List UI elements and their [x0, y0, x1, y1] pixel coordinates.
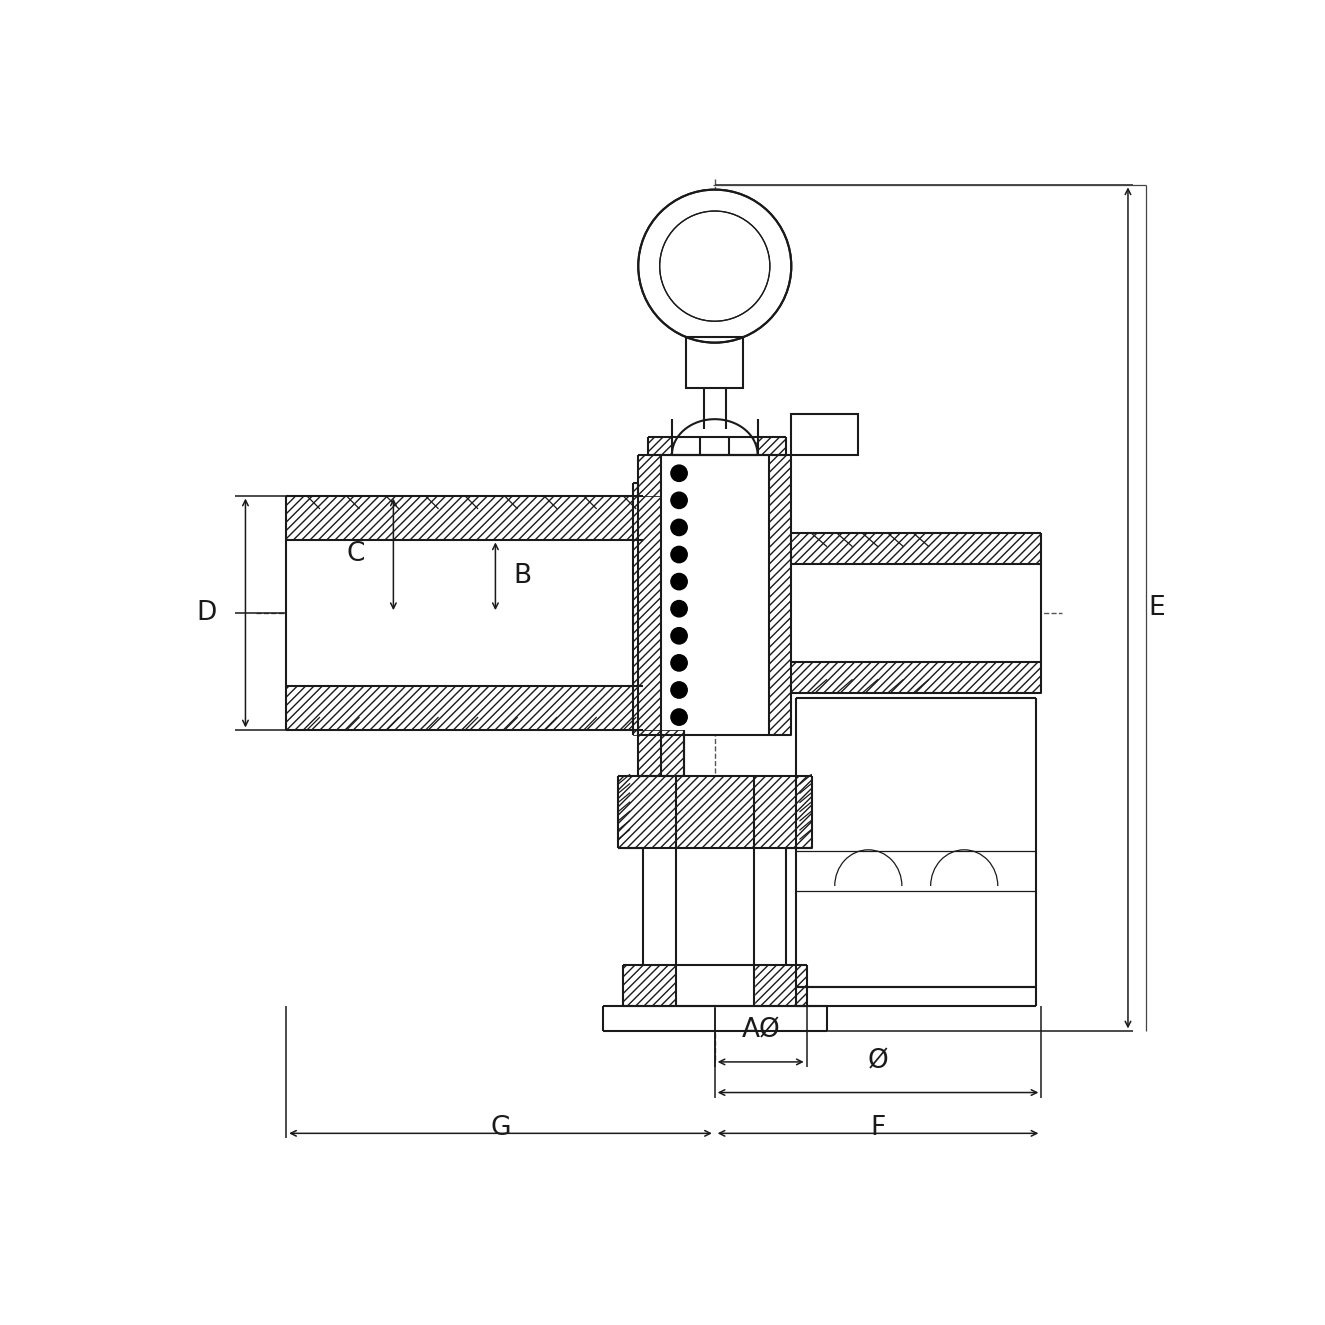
Polygon shape — [704, 387, 726, 429]
Bar — [686, 337, 743, 387]
Text: C: C — [346, 542, 364, 567]
Text: AØ: AØ — [741, 1018, 780, 1044]
Circle shape — [670, 465, 688, 481]
Circle shape — [670, 655, 688, 670]
Text: F: F — [871, 1114, 885, 1141]
Polygon shape — [639, 730, 684, 776]
Circle shape — [670, 574, 688, 590]
Circle shape — [670, 628, 688, 644]
Circle shape — [670, 600, 688, 617]
Text: G: G — [490, 1114, 510, 1141]
Polygon shape — [286, 539, 644, 686]
Circle shape — [670, 682, 688, 698]
Polygon shape — [286, 496, 644, 539]
Circle shape — [670, 709, 688, 725]
Polygon shape — [633, 484, 661, 735]
Polygon shape — [617, 776, 812, 848]
Polygon shape — [661, 454, 768, 735]
Circle shape — [639, 189, 791, 343]
Bar — [791, 413, 857, 454]
Polygon shape — [676, 776, 754, 965]
Polygon shape — [672, 419, 758, 454]
Text: D: D — [196, 600, 217, 625]
Polygon shape — [661, 730, 684, 776]
Polygon shape — [648, 436, 786, 454]
Polygon shape — [644, 848, 786, 965]
Circle shape — [670, 546, 688, 563]
Circle shape — [670, 519, 688, 535]
Text: E: E — [1149, 595, 1165, 621]
Polygon shape — [286, 686, 644, 730]
Polygon shape — [686, 337, 743, 387]
Polygon shape — [791, 534, 1041, 564]
Polygon shape — [603, 1006, 827, 1031]
Polygon shape — [791, 662, 1041, 693]
Polygon shape — [639, 454, 661, 735]
Polygon shape — [796, 987, 1036, 1006]
Polygon shape — [791, 564, 1041, 662]
Circle shape — [670, 492, 688, 509]
Polygon shape — [623, 965, 807, 1006]
Text: Ø: Ø — [868, 1048, 888, 1075]
Polygon shape — [796, 698, 1036, 987]
Polygon shape — [768, 454, 791, 735]
Polygon shape — [676, 965, 754, 1006]
Text: B: B — [514, 563, 531, 590]
Polygon shape — [791, 413, 857, 454]
